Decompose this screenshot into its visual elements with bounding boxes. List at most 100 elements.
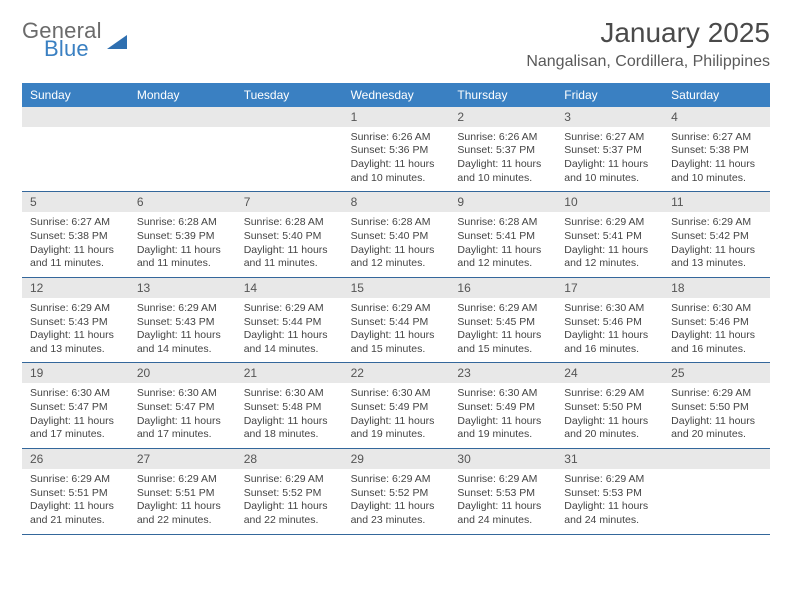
day-number: 8 <box>343 192 450 212</box>
day-info <box>236 127 343 192</box>
sunrise-line: Sunrise: 6:30 AM <box>671 302 762 316</box>
day-info-strip: Sunrise: 6:26 AMSunset: 5:36 PMDaylight:… <box>22 127 770 192</box>
day-number-strip: 1234 <box>22 107 770 127</box>
day-number: 30 <box>449 449 556 469</box>
sunrise-line: Sunrise: 6:26 AM <box>457 131 548 145</box>
sunset-line: Sunset: 5:52 PM <box>244 487 335 501</box>
day-number-strip: 19202122232425 <box>22 363 770 383</box>
daylight-line: Daylight: 11 hours and 15 minutes. <box>457 329 548 356</box>
dow-thursday: Thursday <box>449 83 556 107</box>
sunrise-line: Sunrise: 6:30 AM <box>30 387 121 401</box>
sunset-line: Sunset: 5:38 PM <box>30 230 121 244</box>
day-number: 12 <box>22 278 129 298</box>
daylight-line: Daylight: 11 hours and 11 minutes. <box>137 244 228 271</box>
day-number: 16 <box>449 278 556 298</box>
sunrise-line: Sunrise: 6:29 AM <box>564 473 655 487</box>
dow-tuesday: Tuesday <box>236 83 343 107</box>
sunrise-line: Sunrise: 6:30 AM <box>244 387 335 401</box>
daylight-line: Daylight: 11 hours and 10 minutes. <box>564 158 655 185</box>
day-number: 14 <box>236 278 343 298</box>
sunset-line: Sunset: 5:40 PM <box>244 230 335 244</box>
sunset-line: Sunset: 5:50 PM <box>564 401 655 415</box>
day-number <box>236 107 343 127</box>
title-block: January 2025 Nangalisan, Cordillera, Phi… <box>526 18 770 71</box>
daylight-line: Daylight: 11 hours and 16 minutes. <box>671 329 762 356</box>
sunrise-line: Sunrise: 6:28 AM <box>137 216 228 230</box>
day-number: 24 <box>556 363 663 383</box>
day-number: 27 <box>129 449 236 469</box>
day-number: 29 <box>343 449 450 469</box>
day-info: Sunrise: 6:30 AMSunset: 5:47 PMDaylight:… <box>129 383 236 448</box>
daylight-line: Daylight: 11 hours and 12 minutes. <box>351 244 442 271</box>
day-number: 6 <box>129 192 236 212</box>
day-number: 11 <box>663 192 770 212</box>
day-number: 20 <box>129 363 236 383</box>
sunrise-line: Sunrise: 6:29 AM <box>30 473 121 487</box>
day-number: 28 <box>236 449 343 469</box>
day-info: Sunrise: 6:30 AMSunset: 5:47 PMDaylight:… <box>22 383 129 448</box>
sunrise-line: Sunrise: 6:26 AM <box>351 131 442 145</box>
calendar-grid: Sunday Monday Tuesday Wednesday Thursday… <box>22 83 770 535</box>
sunrise-line: Sunrise: 6:27 AM <box>671 131 762 145</box>
sunrise-line: Sunrise: 6:30 AM <box>564 302 655 316</box>
day-info: Sunrise: 6:29 AMSunset: 5:53 PMDaylight:… <box>449 469 556 534</box>
sunset-line: Sunset: 5:53 PM <box>457 487 548 501</box>
day-number <box>663 449 770 469</box>
day-info: Sunrise: 6:29 AMSunset: 5:44 PMDaylight:… <box>236 298 343 363</box>
sunrise-line: Sunrise: 6:29 AM <box>351 302 442 316</box>
daylight-line: Daylight: 11 hours and 17 minutes. <box>137 415 228 442</box>
day-info: Sunrise: 6:29 AMSunset: 5:42 PMDaylight:… <box>663 212 770 277</box>
daylight-line: Daylight: 11 hours and 12 minutes. <box>564 244 655 271</box>
week-row: 1234Sunrise: 6:26 AMSunset: 5:36 PMDayli… <box>22 107 770 193</box>
sunset-line: Sunset: 5:37 PM <box>457 144 548 158</box>
sail-icon <box>107 35 127 49</box>
day-info: Sunrise: 6:28 AMSunset: 5:39 PMDaylight:… <box>129 212 236 277</box>
daylight-line: Daylight: 11 hours and 20 minutes. <box>564 415 655 442</box>
day-number: 25 <box>663 363 770 383</box>
sunset-line: Sunset: 5:39 PM <box>137 230 228 244</box>
day-info <box>22 127 129 192</box>
sunrise-line: Sunrise: 6:27 AM <box>30 216 121 230</box>
sunset-line: Sunset: 5:46 PM <box>564 316 655 330</box>
day-number-strip: 567891011 <box>22 192 770 212</box>
day-number: 21 <box>236 363 343 383</box>
sunset-line: Sunset: 5:41 PM <box>564 230 655 244</box>
day-number: 1 <box>343 107 450 127</box>
sunrise-line: Sunrise: 6:28 AM <box>244 216 335 230</box>
day-info: Sunrise: 6:29 AMSunset: 5:51 PMDaylight:… <box>129 469 236 534</box>
day-number: 19 <box>22 363 129 383</box>
day-info: Sunrise: 6:29 AMSunset: 5:45 PMDaylight:… <box>449 298 556 363</box>
day-info <box>663 469 770 534</box>
sunrise-line: Sunrise: 6:29 AM <box>564 216 655 230</box>
location-subtitle: Nangalisan, Cordillera, Philippines <box>526 53 770 71</box>
day-number: 26 <box>22 449 129 469</box>
daylight-line: Daylight: 11 hours and 11 minutes. <box>244 244 335 271</box>
day-info: Sunrise: 6:29 AMSunset: 5:51 PMDaylight:… <box>22 469 129 534</box>
sunset-line: Sunset: 5:49 PM <box>457 401 548 415</box>
day-info: Sunrise: 6:29 AMSunset: 5:43 PMDaylight:… <box>22 298 129 363</box>
day-number: 13 <box>129 278 236 298</box>
sunrise-line: Sunrise: 6:28 AM <box>351 216 442 230</box>
daylight-line: Daylight: 11 hours and 16 minutes. <box>564 329 655 356</box>
logo-word-blue: Blue <box>44 38 102 60</box>
calendar-page: General Blue January 2025 Nangalisan, Co… <box>0 0 792 612</box>
sunset-line: Sunset: 5:37 PM <box>564 144 655 158</box>
dow-monday: Monday <box>129 83 236 107</box>
daylight-line: Daylight: 11 hours and 24 minutes. <box>564 500 655 527</box>
day-number-strip: 262728293031 <box>22 449 770 469</box>
daylight-line: Daylight: 11 hours and 15 minutes. <box>351 329 442 356</box>
day-info: Sunrise: 6:29 AMSunset: 5:43 PMDaylight:… <box>129 298 236 363</box>
day-info: Sunrise: 6:28 AMSunset: 5:41 PMDaylight:… <box>449 212 556 277</box>
weeks-container: 1234Sunrise: 6:26 AMSunset: 5:36 PMDayli… <box>22 107 770 535</box>
daylight-line: Daylight: 11 hours and 10 minutes. <box>351 158 442 185</box>
day-info: Sunrise: 6:30 AMSunset: 5:46 PMDaylight:… <box>663 298 770 363</box>
sunrise-line: Sunrise: 6:27 AM <box>564 131 655 145</box>
sunset-line: Sunset: 5:47 PM <box>30 401 121 415</box>
day-info: Sunrise: 6:26 AMSunset: 5:37 PMDaylight:… <box>449 127 556 192</box>
sunset-line: Sunset: 5:43 PM <box>137 316 228 330</box>
month-title: January 2025 <box>526 18 770 49</box>
day-number: 7 <box>236 192 343 212</box>
sunrise-line: Sunrise: 6:29 AM <box>457 473 548 487</box>
sunset-line: Sunset: 5:45 PM <box>457 316 548 330</box>
day-info: Sunrise: 6:29 AMSunset: 5:53 PMDaylight:… <box>556 469 663 534</box>
